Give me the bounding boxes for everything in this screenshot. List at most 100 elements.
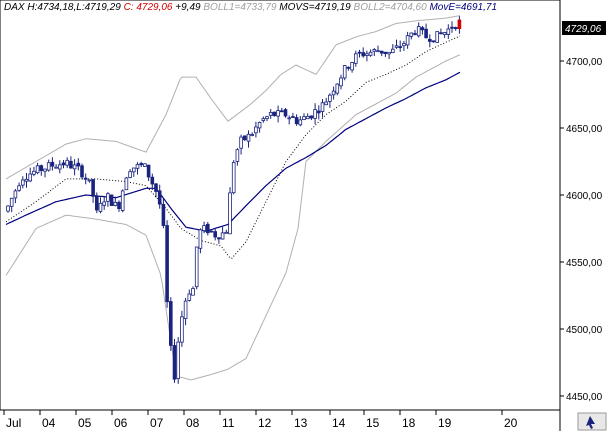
candle-body [383,51,388,55]
candle [413,30,417,36]
candle [157,184,162,209]
candle [24,173,29,188]
y-tick-label: 4550,00 [566,258,603,269]
candle [376,45,380,53]
candle [95,192,99,214]
candle [176,337,181,384]
candle [294,114,299,126]
candle-body [24,178,29,182]
candle [20,176,25,189]
x-tick-label: 18 [402,416,416,430]
candle-body [46,162,51,171]
candle-body [202,225,206,232]
legend-close-label: C: [123,2,134,13]
candle-body [250,134,255,136]
candle [150,173,155,191]
candle-body [87,179,92,182]
candle-body [28,173,32,182]
candle-body [372,49,377,52]
candle-body [376,50,380,53]
move-line [5,71,461,232]
candle-body [228,192,232,235]
candle [261,116,266,123]
legend-separator: , [73,2,77,13]
candle-body [328,94,332,102]
candle-body [379,50,384,54]
candle [143,163,147,167]
candle [228,187,232,235]
candle-body [65,159,70,166]
candle [91,178,95,203]
candle-body [17,185,21,191]
candle [6,205,10,213]
candle [209,230,214,233]
candle [76,158,81,171]
candle-body [191,288,195,296]
candle [328,93,332,108]
candle-body [287,117,291,120]
candle-body [320,102,325,112]
boll2-band-line [5,54,461,381]
candle [446,24,451,40]
candle-body [305,116,310,120]
candle-body [450,26,454,29]
candle [394,39,399,49]
candle [194,246,199,290]
cursor-arrow-icon [586,416,595,429]
candle-body [43,168,47,172]
candle [172,339,177,383]
candle-body [135,163,140,169]
candle-body [294,117,299,125]
candle-body [154,183,158,192]
candle-body [309,115,314,119]
y-tick-label: 4650,00 [566,124,603,135]
candle [224,229,229,234]
legend-change: +9,49 [175,2,201,13]
candle [168,297,173,351]
candle-body [442,32,447,35]
candle [102,197,107,210]
candle-body [9,197,14,207]
boll1-band-line [5,15,461,180]
x-tick-label: 05 [78,416,92,430]
candle [442,31,447,38]
candle [146,164,151,181]
candle [128,169,132,179]
legend-move-label: MovE= [429,2,461,13]
candle-body [350,62,354,71]
candle [87,179,92,183]
candle-body [365,53,369,56]
candle-body [335,83,340,94]
candle-body [346,66,351,69]
candle [231,160,236,195]
candle-body [424,28,428,39]
candle-body [272,111,277,117]
candle [32,166,36,177]
candle-body [183,300,188,320]
candle [383,51,388,57]
candle-body [113,201,118,206]
candle [342,65,347,81]
candle-body [54,166,58,169]
candle [165,220,169,308]
candle-body [302,116,306,120]
candle [268,108,273,119]
candle-body [72,164,77,170]
candle [202,221,206,234]
candle-body [69,160,73,169]
candle [431,40,436,43]
candle-body [6,205,10,212]
x-axis-ticks: Jul 04 05 06 07 08 11 12 13 14 15 18 19 20 [3,410,518,430]
candle [435,31,439,43]
candle-body [139,163,144,166]
candle [257,121,262,133]
candle-body [161,203,166,226]
candle-body [106,193,110,202]
candle [98,197,103,214]
candle-body [342,65,347,79]
candle [50,157,55,171]
candle [302,113,306,121]
candle-body [213,231,218,238]
y-tick-label: 4600,00 [566,191,603,202]
